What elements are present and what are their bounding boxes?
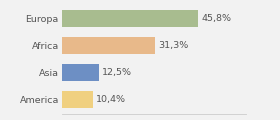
Text: 12,5%: 12,5%	[102, 68, 132, 77]
Text: 10,4%: 10,4%	[95, 95, 125, 104]
Text: 31,3%: 31,3%	[158, 41, 188, 50]
Bar	[62, 91, 93, 108]
Text: 45,8%: 45,8%	[201, 14, 231, 23]
Bar	[62, 64, 99, 81]
Bar	[62, 37, 155, 54]
Bar	[62, 10, 198, 27]
